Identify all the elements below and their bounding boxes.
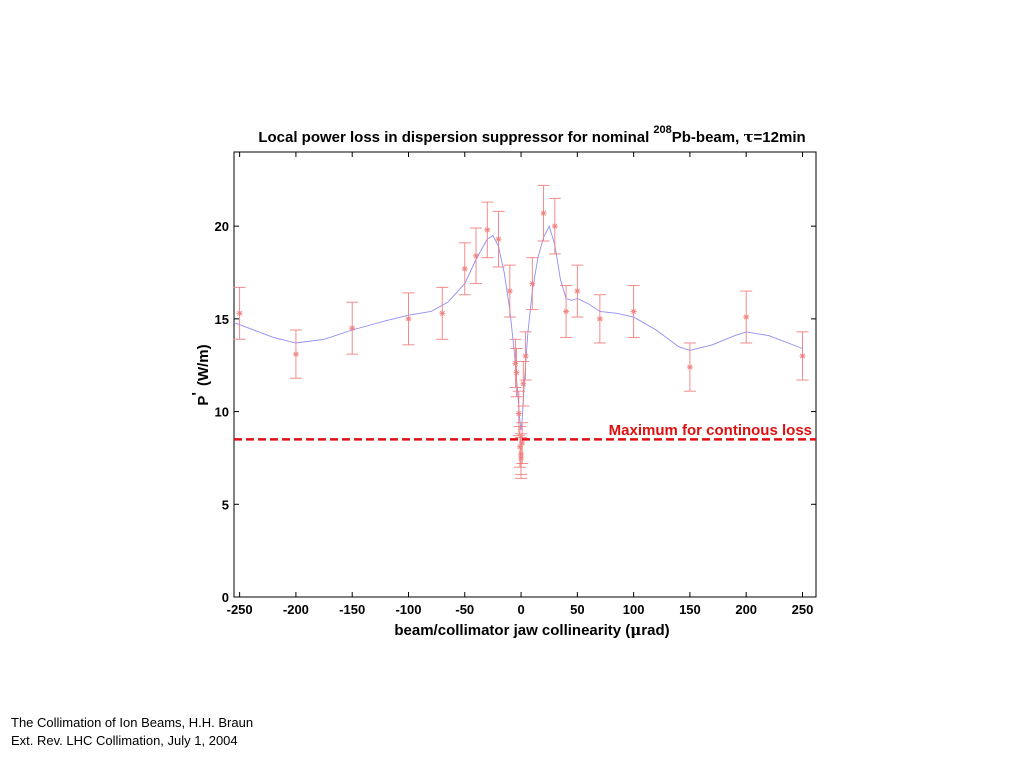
x-tick-label: 0	[517, 602, 524, 617]
y-axis: 0 5 10 15 20	[215, 219, 816, 605]
x-tick-label: -250	[227, 602, 253, 617]
data-point	[743, 314, 750, 321]
chart-title-tail: =12min	[754, 129, 806, 146]
data-point	[439, 310, 446, 317]
fit-curve	[233, 224, 803, 431]
chart-title-superscript: 208	[653, 124, 671, 136]
x-axis-label-mu: μ	[630, 621, 641, 639]
threshold-annotation: Maximum for continous loss	[609, 422, 812, 439]
data-point	[518, 454, 525, 461]
x-tick-label: -200	[283, 602, 309, 617]
data-point	[519, 440, 526, 447]
y-axis-label-p: P	[195, 396, 212, 406]
x-axis-label: beam/collimator jaw collinearity (μrad)	[394, 621, 669, 639]
data-point	[563, 308, 570, 315]
chart-title: Local power loss in dispersion suppresso…	[258, 124, 805, 146]
data-point	[512, 360, 519, 367]
data-point	[484, 226, 491, 233]
fit-curve-layer	[233, 224, 803, 431]
data-point	[495, 236, 502, 243]
data-point	[686, 364, 693, 371]
data-point	[515, 410, 522, 417]
x-axis-label-text: beam/collimator jaw collinearity (	[394, 622, 630, 639]
y-tick-label: 20	[215, 219, 229, 234]
x-tick-label: 150	[679, 602, 701, 617]
error-bars	[233, 184, 809, 479]
data-point	[551, 223, 558, 230]
data-point	[513, 369, 520, 376]
y-tick-label: 10	[215, 405, 229, 420]
data-point	[473, 252, 480, 259]
data-point	[529, 280, 536, 287]
x-axis-label-end: rad)	[641, 622, 669, 639]
x-tick-label: -100	[395, 602, 421, 617]
chart-title-tau: τ	[743, 128, 753, 146]
data-point	[506, 288, 513, 295]
x-tick-label: 200	[735, 602, 757, 617]
data-point	[574, 288, 581, 295]
data-point	[461, 265, 468, 272]
plot-area	[233, 151, 817, 598]
x-tick-label: -150	[339, 602, 365, 617]
y-tick-label: 5	[222, 497, 229, 512]
chart-title-prefix: Local power loss in dispersion suppresso…	[258, 129, 653, 146]
data-point	[292, 351, 299, 358]
data-point	[520, 380, 527, 387]
x-tick-label: 100	[623, 602, 645, 617]
x-tick-label: 50	[570, 602, 584, 617]
data-point	[522, 352, 529, 359]
data-point	[236, 310, 243, 317]
data-points	[236, 210, 806, 461]
data-point	[540, 210, 547, 217]
footer-line-1: The Collimation of Ion Beams, H.H. Braun	[11, 715, 254, 730]
x-tick-label: -50	[455, 602, 474, 617]
footer-line-2: Ext. Rev. LHC Collimation, July 1, 2004	[11, 733, 238, 748]
y-axis-label-unit: (W/m)	[195, 344, 212, 386]
data-point	[596, 315, 603, 322]
y-axis-label: P' (W/m)	[189, 344, 212, 405]
y-tick-label: 15	[215, 312, 229, 327]
data-point	[405, 315, 412, 322]
x-axis: -250 -200 -150 -100 -50 0 50 100 150 200 250	[227, 152, 814, 617]
data-point	[349, 325, 356, 332]
x-tick-label: 250	[792, 602, 814, 617]
y-tick-label: 0	[222, 590, 229, 605]
data-point	[630, 308, 637, 315]
chart-title-suffix: Pb-beam,	[672, 129, 744, 146]
y-axis-label-prime: '	[189, 392, 206, 396]
data-point	[799, 352, 806, 359]
footer: The Collimation of Ion Beams, H.H. Braun…	[11, 714, 253, 750]
